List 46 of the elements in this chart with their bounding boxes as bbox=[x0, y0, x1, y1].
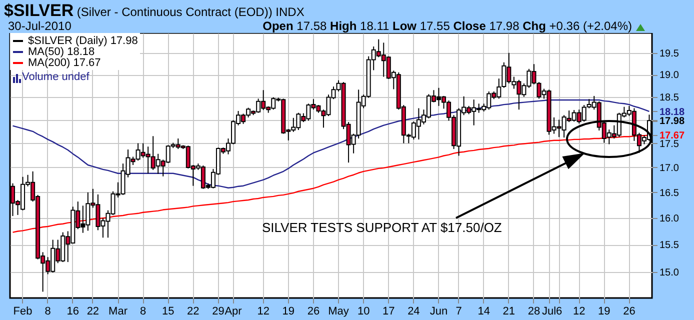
x-tick-label: May bbox=[328, 306, 350, 318]
x-tick-label: 24 bbox=[408, 306, 420, 318]
annotation: SILVER TESTS SUPPORT AT $17.50/OZ bbox=[262, 220, 502, 235]
x-tick-label: 7 bbox=[456, 306, 462, 318]
x-tick-label: 19 bbox=[598, 306, 610, 318]
x-tick-label: Jul bbox=[542, 306, 556, 318]
x-tick-label: 14 bbox=[478, 306, 490, 318]
x-tick-label: 8 bbox=[44, 306, 51, 318]
x-tick-label: 16 bbox=[66, 306, 80, 318]
y-tick-label: 16.0 bbox=[660, 214, 680, 225]
text: Open 17.58 High 18.11 Low 17.55 Close 17.98 Chg +0.36 (+2.04%) bbox=[262, 19, 632, 33]
y-tick-label: 19.0 bbox=[660, 70, 680, 82]
y-tick-label: 17.0 bbox=[660, 162, 680, 174]
y-tick-label: 18.18 bbox=[660, 106, 685, 118]
y-tick-label: 15.5 bbox=[660, 240, 680, 252]
y-tick-label: 17.98 bbox=[660, 116, 685, 128]
x-tick-label: 10 bbox=[357, 306, 370, 318]
x-tick-label: 22 bbox=[187, 306, 200, 318]
chart-subtitle: 30-Jul-2010 bbox=[8, 19, 72, 33]
annotation: Volume undef bbox=[22, 71, 90, 83]
x-tick-label: 15 bbox=[162, 306, 174, 318]
y-tick-label: 16.5 bbox=[660, 188, 680, 199]
x-tick-label: 17 bbox=[382, 306, 395, 318]
y-tick-label: 15.0 bbox=[660, 267, 680, 278]
x-tick-label: Mar bbox=[108, 306, 128, 318]
y-tick-label: 18.5 bbox=[660, 92, 680, 104]
legend-label: MA(50) 18.18 bbox=[28, 46, 95, 58]
x-tick-label: Feb bbox=[13, 306, 32, 318]
x-tick-label: 8 bbox=[140, 306, 146, 318]
x-tick-label: 19 bbox=[282, 306, 295, 318]
x-tick-label: 22 bbox=[86, 306, 100, 318]
x-tick-label: 6 bbox=[556, 306, 562, 318]
x-tick-label: 12 bbox=[257, 306, 270, 318]
x-tick-label: 26 bbox=[307, 306, 320, 318]
x-tick-label: 26 bbox=[623, 306, 636, 318]
x-tick-label: 28 bbox=[528, 306, 540, 318]
y-tick-label: 19.5 bbox=[660, 48, 680, 60]
x-tick-label: 21 bbox=[502, 306, 516, 318]
x-tick-label: Apr bbox=[224, 306, 242, 318]
x-tick-label: 12 bbox=[572, 306, 586, 318]
legend-label: $SILVER (Daily) 17.98 bbox=[28, 35, 138, 47]
chart-title: $SILVER (Silver - Continuous Contract (EOD)) INDX bbox=[4, 1, 304, 20]
x-tick-label: Jun bbox=[430, 306, 448, 318]
legend-label: MA(200) 17.67 bbox=[28, 57, 101, 69]
x-tick-label: 29 bbox=[212, 306, 224, 318]
y-tick-label: 17.5 bbox=[660, 138, 680, 150]
